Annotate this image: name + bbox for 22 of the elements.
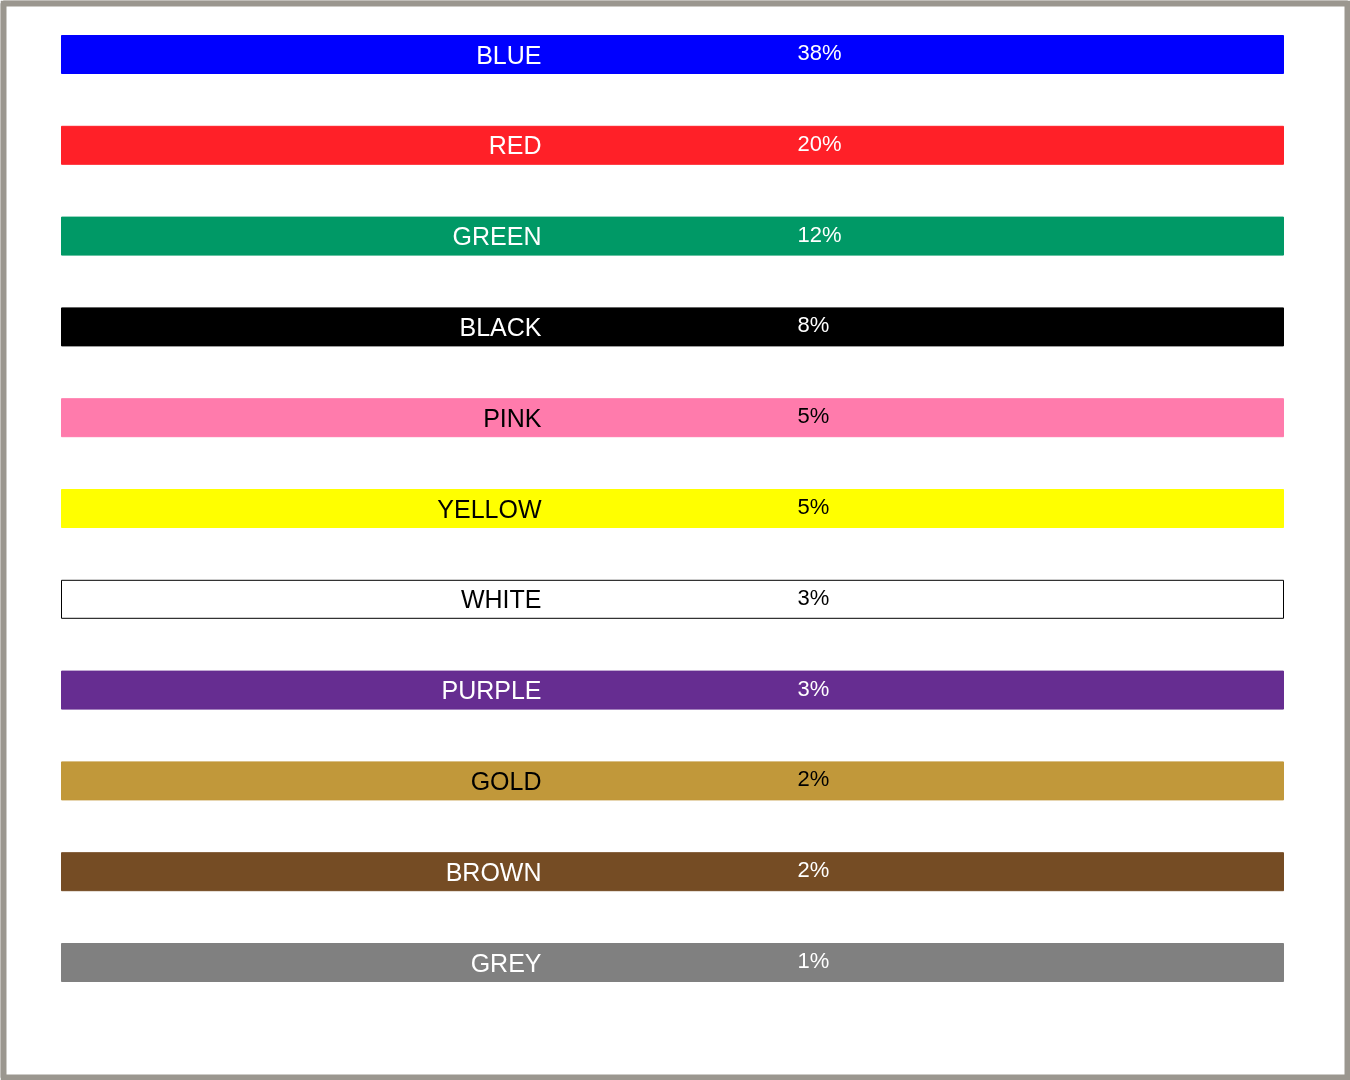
category-label: PINK — [483, 403, 542, 432]
category-label: YELLOW — [437, 494, 542, 523]
category-label: GREY — [470, 948, 542, 977]
category-label: WHITE — [460, 585, 542, 614]
data-label: 5% — [797, 403, 830, 429]
data-label: 5% — [797, 494, 830, 519]
data-label: 2% — [797, 766, 830, 792]
data-label: 3% — [797, 675, 830, 701]
category-label: BROWN — [445, 857, 542, 886]
data-label: 38% — [797, 40, 842, 65]
category-label: BLUE — [476, 40, 542, 69]
category-label: PURPLE — [441, 676, 542, 705]
category-label: GREEN — [452, 222, 542, 251]
data-label: 2% — [797, 857, 830, 883]
data-label: 3% — [797, 584, 830, 610]
data-label: 20% — [797, 130, 842, 156]
category-label: GOLD — [470, 766, 542, 795]
data-label: 1% — [797, 948, 830, 973]
category-label: RED — [488, 131, 542, 160]
data-label: 12% — [797, 221, 842, 247]
category-label: BLACK — [459, 312, 542, 341]
data-label: 8% — [797, 312, 830, 338]
